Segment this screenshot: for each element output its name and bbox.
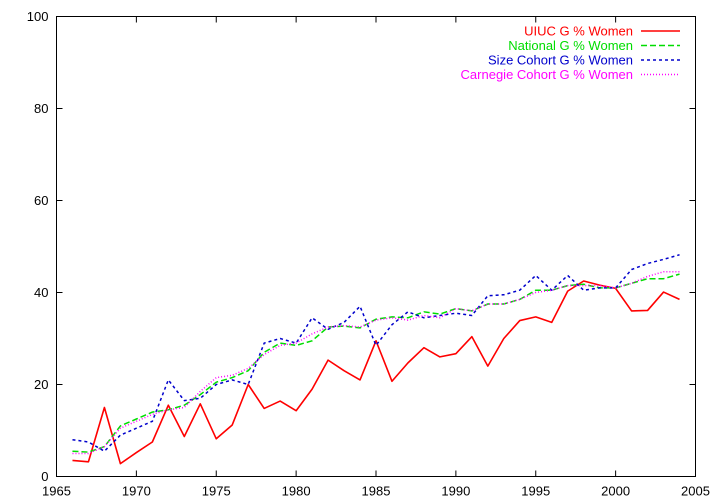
x-tick-label: 1985 xyxy=(362,484,391,499)
x-tick-label: 1970 xyxy=(122,484,151,499)
y-tick-label: 100 xyxy=(27,9,49,24)
legend-label: Carnegie Cohort G % Women xyxy=(461,67,633,82)
y-tick-label: 0 xyxy=(41,469,48,484)
series-line xyxy=(72,254,680,452)
x-tick-label: 2000 xyxy=(601,484,630,499)
x-tick-label: 1965 xyxy=(42,484,71,499)
x-tick-label: 1980 xyxy=(282,484,311,499)
y-tick-label: 20 xyxy=(34,377,48,392)
legend-label: UIUC G % Women xyxy=(524,24,633,39)
plot-frame xyxy=(56,16,696,477)
legend-label: Size Cohort G % Women xyxy=(488,53,633,68)
y-tick-label: 80 xyxy=(34,101,48,116)
y-tick-label: 60 xyxy=(34,193,48,208)
series-line xyxy=(72,271,680,455)
axis-ticks: 1965 1970 1975 1980 1985 1990 1995 2000 2005 0 20 4… xyxy=(27,9,710,499)
y-tick-label: 40 xyxy=(34,285,48,300)
series-line xyxy=(72,273,680,453)
series-line xyxy=(72,280,680,465)
series-lines xyxy=(72,254,680,465)
legend-label: National G % Women xyxy=(508,38,633,53)
x-tick-label: 2005 xyxy=(681,484,710,499)
x-tick-label: 1990 xyxy=(441,484,470,499)
x-tick-label: 1975 xyxy=(202,484,231,499)
x-tick-label: 1995 xyxy=(521,484,550,499)
